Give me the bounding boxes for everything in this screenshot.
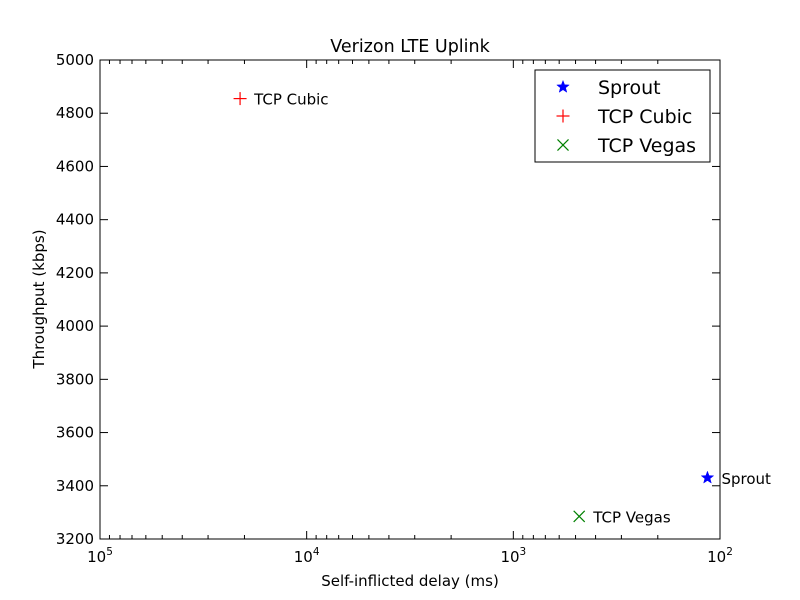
y-tick-label: 3200: [56, 530, 94, 548]
y-axis: 3200 3400 3600 3800 4000 4200 4400 4600 4800 5000: [56, 51, 720, 548]
x-axis: 105 104 103 102: [87, 60, 733, 566]
legend-marker: [557, 139, 569, 151]
legend-marker: [556, 79, 570, 93]
x-tick-label: 105: [87, 546, 113, 566]
x-tick-label: 103: [500, 546, 526, 566]
y-tick-label: 4800: [56, 104, 94, 122]
y-tick-label: 4000: [56, 317, 94, 335]
y-tick-label: 3400: [56, 477, 94, 495]
x-tick-label: 104: [294, 546, 320, 566]
annotations: Sprout TCP Cubic TCP Vegas: [253, 91, 771, 527]
legend-entry-label: TCP Cubic: [597, 106, 692, 128]
data-points: [233, 92, 715, 523]
point-label: Sprout: [721, 470, 771, 488]
chart-title: Verizon LTE Uplink: [330, 37, 490, 57]
y-tick-label: 5000: [56, 51, 94, 69]
legend-entry-label: Sprout: [598, 77, 661, 99]
y-axis-label: Throughput (kbps): [30, 229, 48, 369]
data-point-tcp-cubic: [233, 92, 247, 106]
legend: Sprout TCP Cubic TCP Vegas: [534, 69, 711, 163]
legend-marker: [556, 109, 570, 123]
x-axis-label: Self-inflicted delay (ms): [321, 572, 499, 590]
data-point-tcp-vegas: [573, 510, 586, 523]
plot-area: [99, 59, 721, 540]
y-tick-label: 3600: [56, 424, 94, 442]
y-tick-label: 4400: [56, 211, 94, 229]
point-label: TCP Cubic: [253, 91, 329, 109]
y-tick-label: 3800: [56, 370, 94, 388]
y-tick-label: 4200: [56, 264, 94, 282]
y-tick-label: 4600: [56, 157, 94, 175]
legend-entry-label: TCP Vegas: [597, 135, 696, 157]
x-tick-label: 102: [707, 546, 733, 566]
point-label: TCP Vegas: [592, 508, 671, 526]
data-point-sprout: [700, 470, 715, 484]
